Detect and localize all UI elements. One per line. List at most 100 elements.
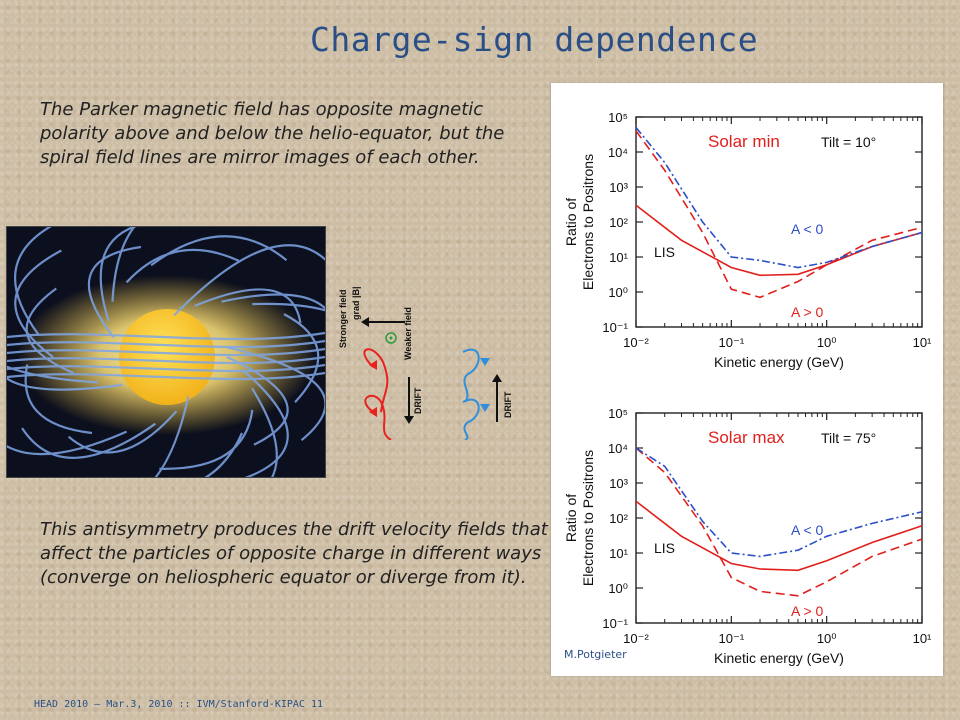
paragraph-parker-field: The Parker magnetic field has opposite m… [40, 99, 505, 168]
tilt-label: Tilt = 10° [821, 134, 876, 150]
y-tick-label: 10³ [609, 180, 628, 195]
y-tick-label: 10² [609, 215, 628, 230]
field-line [24, 364, 93, 435]
x-tick-label: 10¹ [913, 335, 932, 350]
field-line [226, 356, 289, 446]
field-line [154, 396, 190, 477]
y-tick-label: 10⁴ [608, 145, 628, 160]
sun-illustration [7, 227, 325, 477]
grad-b-label: grad |B| [351, 286, 361, 320]
y-tick-label: 10⁻¹ [602, 616, 628, 631]
y-tick-label: 10¹ [609, 250, 628, 265]
slide-title: Charge-sign dependence [310, 20, 759, 59]
electron-orbit-upper [363, 348, 389, 413]
tilt-label: Tilt = 75° [821, 430, 876, 446]
field-line [251, 387, 278, 477]
equatorial-field-line [7, 355, 325, 365]
electron-orbit-lower [364, 394, 392, 441]
field-line [204, 432, 244, 477]
series-line-dashdot [635, 447, 923, 558]
field-line [221, 293, 325, 310]
gradient-arrowhead [361, 317, 369, 327]
x-axis-label: Kinetic energy (GeV) [714, 650, 844, 666]
x-axis-label: Kinetic energy (GeV) [714, 354, 844, 370]
y-axis-label-line1: Ratio of [563, 494, 579, 542]
field-line [125, 248, 240, 284]
field-line [7, 377, 123, 391]
series-line-dashdot [635, 126, 923, 269]
equatorial-field-line [7, 331, 325, 341]
paragraph-antisymmetry: This antisymmetry produces the drift vel… [40, 519, 548, 588]
electron-arrow-2 [369, 407, 377, 417]
sun-field-lines-image [6, 226, 326, 478]
field-line [194, 288, 302, 324]
equatorial-field-line [7, 347, 325, 357]
panel-label: Solar max [708, 428, 785, 447]
a-positive-label: A > 0 [791, 304, 824, 320]
drift-arrow-right-head [492, 374, 502, 382]
y-tick-label: 10⁵ [608, 110, 628, 125]
weaker-field-label: Weaker field [403, 307, 413, 360]
series-line-dashed [635, 130, 923, 299]
series-line-solid [635, 204, 923, 277]
y-tick-label: 10¹ [609, 546, 628, 561]
b-field-out-symbol [385, 332, 397, 344]
drift-label-left: DRIFT [413, 387, 423, 414]
drift-label-right: DRIFT [503, 391, 513, 418]
x-tick-label: 10⁻¹ [719, 335, 745, 350]
positron-arrow-1 [480, 358, 490, 366]
electron-arrow-1 [369, 360, 377, 370]
positron-orbit-lower [462, 398, 480, 441]
equatorial-field-line [7, 363, 325, 373]
b-field-out-dot [389, 336, 393, 340]
y-tick-label: 10⁻¹ [602, 320, 628, 335]
field-line [99, 227, 138, 322]
panel-label: Solar min [708, 132, 780, 151]
y-axis-label-line2: Electrons to Positrons [580, 450, 596, 586]
magnetic-field-lines [7, 227, 325, 477]
equatorial-field-line [7, 339, 325, 349]
sun-disk [119, 309, 215, 405]
positron-arrow-2 [480, 404, 490, 412]
slide-footer: HEAD 2010 – Mar.3, 2010 :: IVM/Stanford-… [34, 699, 323, 710]
drift-diagram: Stronger field grad |B| Weaker field DRI… [333, 262, 523, 441]
x-tick-label: 10⁻² [623, 631, 649, 646]
x-tick-label: 10⁻¹ [719, 631, 745, 646]
field-line [252, 302, 325, 312]
field-line [111, 227, 136, 302]
image-credit: M.Potgieter [564, 648, 627, 661]
field-line [7, 365, 98, 384]
y-tick-label: 10² [609, 511, 628, 526]
series-line-dashed [635, 447, 923, 597]
ratio-plots-panel: 10⁻¹ 10⁰ 10¹ 10² 10³ 10⁴ 10⁵ 10⁻² 10⁻¹ 10⁰ 10¹ Kine… [551, 83, 943, 676]
drift-arrow-left-head [404, 416, 414, 424]
y-tick-label: 10⁰ [608, 285, 628, 300]
stronger-field-label: Stronger field [338, 289, 348, 348]
series-line-solid [635, 500, 923, 572]
field-line [7, 430, 128, 456]
field-line [14, 227, 53, 336]
lis-label: LIS [654, 244, 675, 260]
a-negative-label: A < 0 [791, 221, 824, 237]
x-tick-label: 10¹ [913, 631, 932, 646]
x-tick-label: 10⁰ [817, 335, 837, 350]
x-tick-label: 10⁻² [623, 335, 649, 350]
field-line [173, 244, 325, 317]
field-line [283, 313, 320, 404]
field-line [87, 245, 142, 339]
field-line [241, 369, 289, 477]
y-axis-label-line2: Electrons to Positrons [580, 154, 596, 290]
field-line [159, 409, 254, 470]
y-tick-label: 10³ [609, 476, 628, 491]
y-tick-label: 10⁴ [608, 441, 628, 456]
lis-label: LIS [654, 540, 675, 556]
a-positive-label: A > 0 [791, 603, 824, 619]
y-tick-label: 10⁵ [608, 406, 628, 421]
y-axis-label-line1: Ratio of [563, 198, 579, 246]
a-negative-label: A < 0 [791, 522, 824, 538]
field-line [67, 410, 178, 454]
y-tick-label: 10⁰ [608, 581, 628, 596]
field-line [150, 235, 288, 267]
field-line [21, 422, 157, 459]
